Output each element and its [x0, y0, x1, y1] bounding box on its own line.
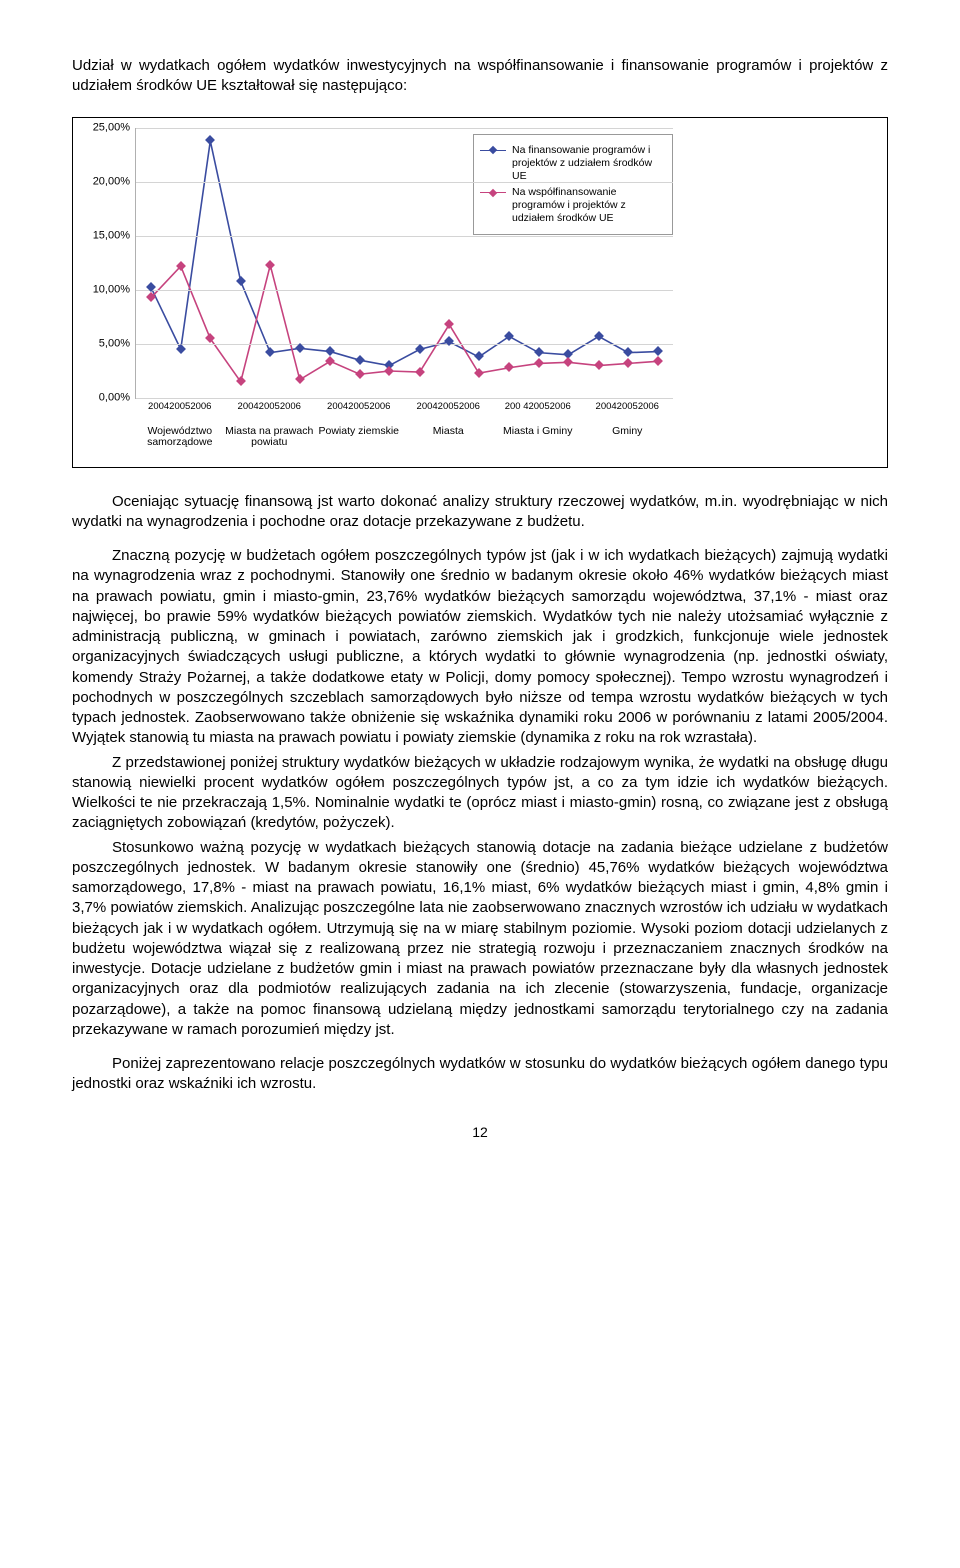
x-group-label: 200 420052006Miasta i Gminy — [493, 399, 583, 438]
intro-text: Udział w wydatkach ogółem wydatków inwes… — [72, 57, 888, 94]
legend-label-1: Na finansowanie programów i projektów z … — [512, 144, 666, 183]
paragraph-4: Stosunkowo ważną pozycję w wydatkach bie… — [72, 838, 888, 1041]
ytick-label: 20,00% — [84, 176, 130, 187]
ytick-label: 10,00% — [84, 284, 130, 295]
page-number: 12 — [72, 1123, 888, 1142]
x-group-label: 200420052006Powiaty ziemskie — [314, 399, 404, 438]
legend-item-1: Na finansowanie programów i projektów z … — [480, 144, 666, 183]
legend-item-2: Na współfinansowanie programów i projekt… — [480, 186, 666, 225]
legend-label-2: Na współfinansowanie programów i projekt… — [512, 186, 666, 225]
chart-plot-area: Na finansowanie programów i projektów z … — [135, 128, 673, 399]
chart-legend: Na finansowanie programów i projektów z … — [473, 134, 673, 236]
paragraph-1: Oceniając sytuację finansową jst warto d… — [72, 492, 888, 533]
paragraph-2: Znaczną pozycję w budżetach ogółem poszc… — [72, 546, 888, 749]
legend-swatch-2 — [480, 192, 506, 194]
legend-swatch-1 — [480, 150, 506, 152]
x-group-label: 200420052006Miasta na prawach powiatu — [225, 399, 315, 450]
x-group-label: 200420052006Województwo samorządowe — [135, 399, 225, 450]
ytick-label: 0,00% — [84, 392, 130, 403]
ytick-label: 15,00% — [84, 230, 130, 241]
paragraph-5: Poniżej zaprezentowano relacje poszczegó… — [72, 1054, 888, 1095]
ytick-label: 25,00% — [84, 122, 130, 133]
chart-container: Na finansowanie programów i projektów z … — [72, 117, 888, 468]
intro-paragraph: Udział w wydatkach ogółem wydatków inwes… — [72, 56, 888, 97]
chart-x-labels: 200420052006Województwo samorządowe20042… — [135, 399, 673, 439]
x-group-label: 200420052006Gminy — [583, 399, 673, 438]
paragraph-3: Z przedstawionej poniżej struktury wydat… — [72, 753, 888, 834]
x-group-label: 200420052006Miasta — [404, 399, 494, 438]
ytick-label: 5,00% — [84, 338, 130, 349]
